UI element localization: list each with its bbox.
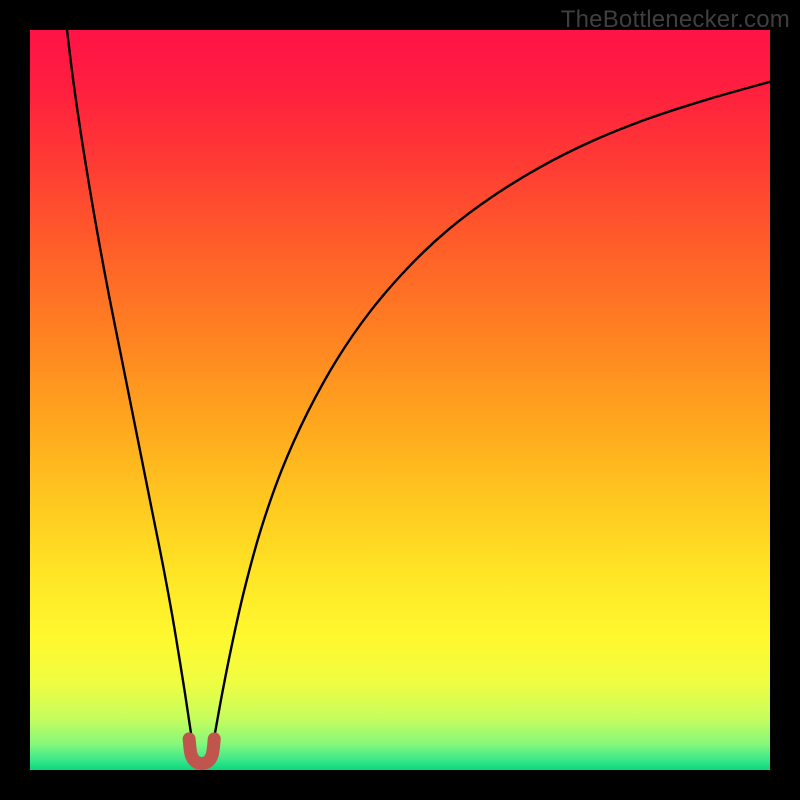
vertex-mark	[189, 739, 214, 764]
curve-left	[67, 30, 196, 757]
watermark-text: TheBottlenecker.com	[561, 6, 790, 34]
canvas: TheBottlenecker.com	[0, 0, 800, 800]
curve-right	[211, 82, 770, 757]
chart-svg	[30, 30, 770, 770]
plot-area	[30, 30, 770, 770]
